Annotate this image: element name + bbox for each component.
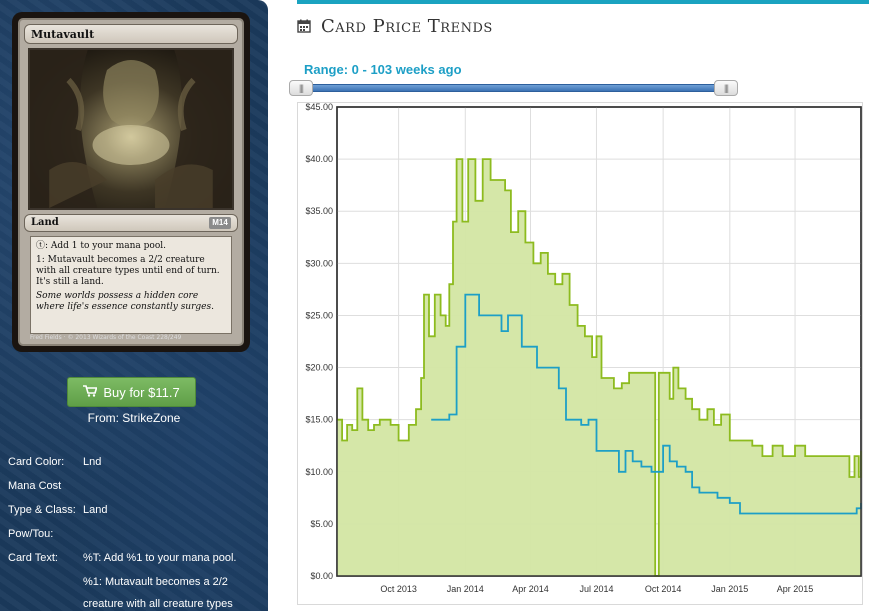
card-name: Mutavault [24, 24, 238, 44]
set-symbol-icon: M14 [209, 217, 231, 229]
accent-bar [297, 0, 869, 4]
attr-row-pow-tou: Pow/Tou: [8, 524, 263, 548]
card-text-line: creature with all creature types [83, 598, 233, 610]
attr-row-card-text: Card Text: %T: Add %1 to your mana pool. [8, 548, 263, 572]
card-text-line: %1: Mutavault becomes a 2/2 [83, 576, 228, 588]
card-frame: Mutavault Land M14 [18, 18, 244, 346]
section-heading: Card Price Trends [297, 14, 493, 38]
slider-track[interactable] [295, 84, 732, 92]
card-details-panel: Mutavault Land M14 [0, 0, 268, 611]
y-tick-label: $40.00 [305, 154, 333, 164]
card-type-line: Land M14 [24, 214, 238, 232]
attr-value [83, 476, 263, 500]
y-tick-label: $15.00 [305, 415, 333, 425]
card-type-label: Land [31, 217, 59, 228]
card-rules-1: ⓣ: Add 1 to your mana pool. [36, 241, 166, 251]
x-tick-label: Jul 2014 [579, 584, 613, 594]
series-area-line [337, 158, 862, 577]
range-label: Range: 0 - 103 weeks ago [304, 62, 462, 77]
series-area-fill [337, 159, 861, 576]
y-tick-label: $30.00 [305, 258, 333, 268]
attr-label: Pow/Tou: [8, 528, 54, 540]
x-tick-label: Oct 2014 [645, 584, 682, 594]
slider-handle-end[interactable]: ||| [714, 80, 738, 96]
y-tick-label: $25.00 [305, 310, 333, 320]
attr-value: %T: Add %1 to your mana pool. [83, 552, 237, 564]
y-tick-label: $5.00 [310, 519, 333, 529]
card-flavor-text: Some worlds possess a hidden core where … [36, 291, 214, 312]
page-title: Card Price Trends [321, 15, 493, 37]
buy-button-label: Buy for $11.7 [103, 384, 180, 400]
attr-row-type: Type & Class: Land [8, 500, 263, 524]
card-attributes: Card Color: Lnd Mana Cost Type & Class: … [8, 452, 263, 611]
attr-label: Mana Cost [8, 480, 62, 492]
x-tick-label: Jan 2014 [447, 584, 484, 594]
y-tick-label: $35.00 [305, 206, 333, 216]
attr-label: Card Text: [8, 552, 58, 564]
buy-button[interactable]: Buy for $11.7 [67, 377, 196, 407]
attr-value [83, 524, 263, 548]
y-tick-label: $20.00 [305, 363, 333, 373]
attr-row-color: Card Color: Lnd [8, 452, 263, 476]
x-tick-label: Oct 2013 [380, 584, 417, 594]
x-tick-label: Apr 2014 [512, 584, 549, 594]
card-art [28, 48, 234, 210]
slider-handle-start[interactable]: ||| [289, 80, 313, 96]
card-footer: Fred Fields · © 2013 Wizards of the Coas… [30, 334, 182, 341]
card-image: Mutavault Land M14 [12, 12, 250, 352]
card-rules-box: ⓣ: Add 1 to your mana pool. 1: Mutavault… [30, 236, 232, 334]
attr-label: Card Color: [8, 456, 65, 468]
x-tick-label: Jan 2015 [711, 584, 748, 594]
range-slider[interactable]: ||| ||| [289, 80, 738, 96]
price-chart: $0.00 $5.00 $10.00 $15.00 $20.00 $25.00 $30.00… [297, 102, 863, 605]
attr-label: Type & Class: [8, 504, 76, 516]
cart-icon [83, 384, 98, 400]
price-chart-svg: $0.00 $5.00 $10.00 $15.00 $20.00 $25.00 $30.00… [305, 102, 862, 594]
vendor-label: From: StrikeZone [87, 411, 181, 425]
y-tick-label: $10.00 [305, 467, 333, 477]
calendar-icon [297, 19, 311, 33]
card-rules-2: 1: Mutavault becomes a 2/2 creature with… [36, 255, 220, 287]
attr-row-mana-cost: Mana Cost [8, 476, 263, 500]
plot-border [336, 106, 862, 577]
y-tick-label: $0.00 [310, 571, 333, 581]
x-tick-label: Apr 2015 [777, 584, 814, 594]
attr-value: Land [83, 504, 108, 516]
attr-value: Lnd [83, 456, 102, 468]
series-line [431, 293, 862, 515]
y-tick-label: $45.00 [305, 103, 333, 112]
cave-art-illustration [30, 50, 232, 208]
